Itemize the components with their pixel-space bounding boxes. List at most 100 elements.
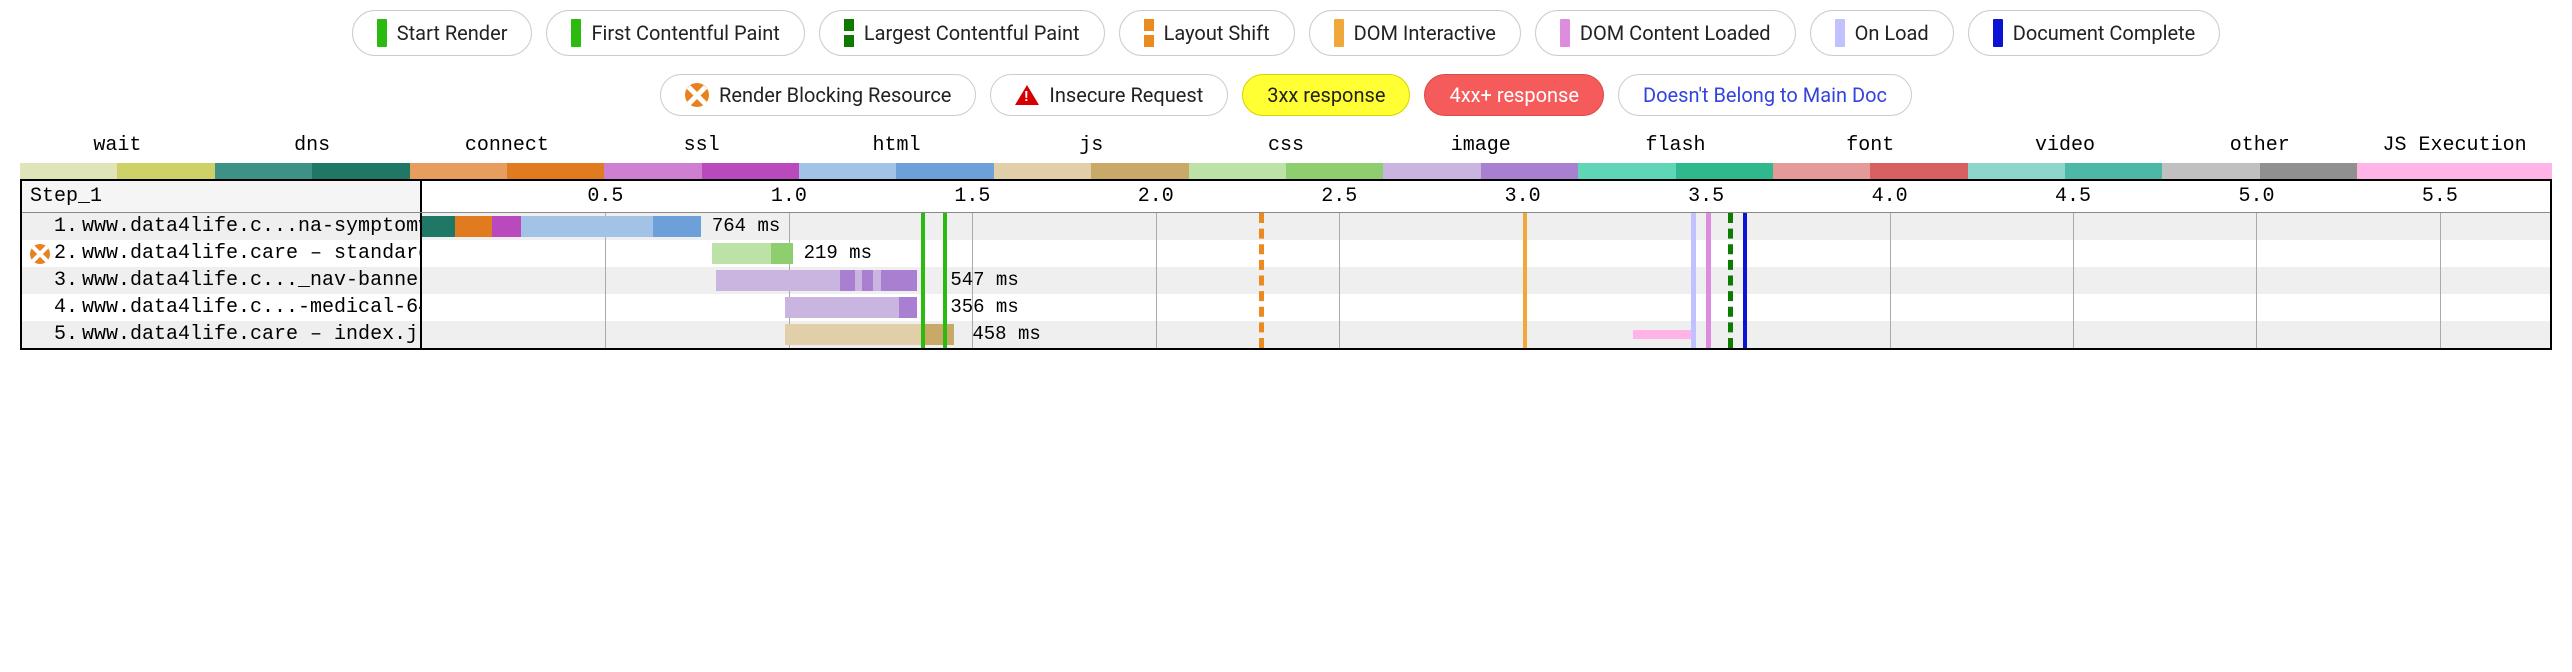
row-url: www.data4life.care – standard.css	[82, 242, 422, 265]
row-url: www.data4life.c...na-symptomverlauf/	[82, 215, 422, 238]
type-label: ssl	[604, 134, 799, 157]
tick-label: 5.5	[2422, 185, 2458, 208]
tick-label: 2.5	[1321, 185, 1357, 208]
timing-segment	[455, 216, 492, 237]
row-label: 2. www.data4life.care – standard.css	[22, 240, 422, 267]
duration-label: 356 ms	[950, 296, 1018, 318]
timing-segment	[716, 270, 841, 291]
tick-label: 3.0	[1505, 185, 1541, 208]
tick-label: 5.0	[2238, 185, 2274, 208]
timing-segment	[653, 216, 701, 237]
row-number: 4.	[54, 296, 78, 319]
type-legend-item: css	[1189, 134, 1384, 179]
legend-label: On Load	[1855, 21, 1929, 45]
row-label: 1. www.data4life.c...na-symptomverlauf/	[22, 213, 422, 240]
timing-segment	[840, 270, 855, 291]
legend-pill[interactable]: 4xx+ response	[1424, 74, 1604, 116]
legend-swatch	[571, 19, 581, 47]
legend-swatch	[377, 19, 387, 47]
legend-label: 3xx response	[1267, 83, 1385, 107]
legend-label: DOM Interactive	[1354, 21, 1496, 45]
legend-label: Layout Shift	[1164, 21, 1270, 45]
type-swatch	[2357, 163, 2552, 179]
timing-segment	[855, 270, 862, 291]
row-number: 1.	[54, 215, 78, 238]
legend-label: DOM Content Loaded	[1580, 21, 1771, 45]
time-axis: 0.51.01.52.02.53.03.54.04.55.05.5	[422, 181, 2550, 212]
legend-pill[interactable]: Insecure Request	[990, 74, 1228, 116]
type-legend-item: video	[1968, 134, 2163, 179]
type-legend-item: JS Execution	[2357, 134, 2552, 179]
legend-swatch-dashed	[844, 19, 854, 47]
type-label: js	[994, 134, 1189, 157]
tick-label: 4.0	[1872, 185, 1908, 208]
legend-row-markers: Start Render First Contentful Paint Larges…	[20, 10, 2552, 56]
type-legend-item: wait	[20, 134, 215, 179]
legend-pill[interactable]: DOM Interactive	[1309, 10, 1521, 56]
row-label: 4. www.data4life.c...-medical-64x64.jpg	[22, 294, 422, 321]
waterfall-row[interactable]: 4. www.data4life.c...-medical-64x64.jpg 3…	[22, 294, 2550, 321]
legend-pill[interactable]: Doesn't Belong to Main Doc	[1618, 74, 1912, 116]
type-legend-item: image	[1383, 134, 1578, 179]
legend-label: First Contentful Paint	[591, 21, 779, 45]
type-legend-item: ssl	[604, 134, 799, 179]
tick-label: 1.5	[954, 185, 990, 208]
type-swatch	[20, 163, 215, 179]
legend-label: Render Blocking Resource	[719, 83, 951, 107]
waterfall-row[interactable]: 5. www.data4life.care – index.js458 ms	[22, 321, 2550, 348]
timing-segment	[785, 297, 899, 318]
row-url: www.data4life.c..._nav-banner_de.jpg	[82, 269, 422, 292]
waterfall-row[interactable]: 3. www.data4life.c..._nav-banner_de.jpg5…	[22, 267, 2550, 294]
legend-label: Largest Contentful Paint	[864, 21, 1080, 45]
legend-pill[interactable]: Start Render	[352, 10, 533, 56]
row-bars: 356 ms	[422, 294, 2550, 321]
legend-pill[interactable]: 3xx response	[1242, 74, 1410, 116]
type-swatch	[2162, 163, 2357, 179]
type-label: dns	[215, 134, 410, 157]
row-url: www.data4life.c...-medical-64x64.jpg	[82, 296, 422, 319]
type-label: css	[1189, 134, 1384, 157]
type-legend-item: dns	[215, 134, 410, 179]
legend-pill[interactable]: First Contentful Paint	[546, 10, 804, 56]
type-label: connect	[410, 134, 605, 157]
legend-row-statuses: Render Blocking Resource Insecure Request…	[20, 74, 2552, 116]
legend-pill[interactable]: Layout Shift	[1119, 10, 1295, 56]
type-legend-item: other	[2162, 134, 2357, 179]
type-swatch	[604, 163, 799, 179]
timing-segment	[771, 243, 793, 264]
waterfall-header: Step_1 0.51.01.52.02.53.03.54.04.55.05.5	[22, 181, 2550, 213]
type-legend-item: font	[1773, 134, 1968, 179]
legend-pill[interactable]: Document Complete	[1968, 10, 2221, 56]
legend-swatch	[1993, 19, 2003, 47]
row-url: www.data4life.care – index.js	[82, 323, 422, 346]
legend-swatch	[1334, 19, 1344, 47]
legend-swatch	[1560, 19, 1570, 47]
tick-label: 0.5	[587, 185, 623, 208]
type-swatch	[994, 163, 1189, 179]
type-label: JS Execution	[2357, 134, 2552, 157]
duration-label: 219 ms	[804, 242, 872, 264]
type-swatch	[799, 163, 994, 179]
waterfall-row[interactable]: 1. www.data4life.c...na-symptomverlauf/7…	[22, 213, 2550, 240]
timing-segment	[1633, 330, 1692, 339]
duration-label: 547 ms	[950, 269, 1018, 291]
type-swatch	[215, 163, 410, 179]
type-legend-item: flash	[1578, 134, 1773, 179]
row-bars: 458 ms	[422, 321, 2550, 348]
legend-pill[interactable]: DOM Content Loaded	[1535, 10, 1796, 56]
legend-label: Document Complete	[2013, 21, 2196, 45]
row-bars: 219 ms	[422, 240, 2550, 267]
type-legend-item: js	[994, 134, 1189, 179]
legend-label: Insecure Request	[1049, 83, 1203, 107]
type-swatch	[1968, 163, 2163, 179]
legend-pill[interactable]: Largest Contentful Paint	[819, 10, 1105, 56]
legend-pill[interactable]: Render Blocking Resource	[660, 74, 976, 116]
waterfall-row[interactable]: 2. www.data4life.care – standard.css 219 …	[22, 240, 2550, 267]
row-number: 5.	[54, 323, 78, 346]
legend-label: 4xx+ response	[1449, 83, 1579, 107]
step-label: Step_1	[22, 181, 422, 212]
legend-pill[interactable]: On Load	[1810, 10, 1954, 56]
timing-segment	[492, 216, 521, 237]
type-legend-item: connect	[410, 134, 605, 179]
tick-label: 2.0	[1138, 185, 1174, 208]
